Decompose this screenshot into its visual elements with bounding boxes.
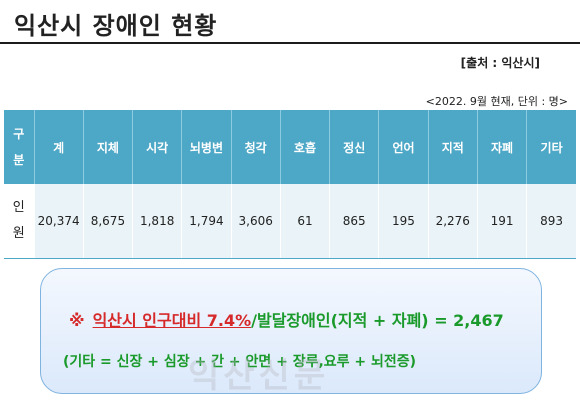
- column-header-total: 계: [34, 110, 84, 184]
- page-title: 익산시 장애인 현황: [14, 12, 218, 40]
- other-category-note: (기타 = 신장 + 심장 + 간 + 안면 + 장루,요루 + 뇌전증): [63, 354, 417, 370]
- table-cell: 1,818: [132, 184, 183, 258]
- column-header-physical: 지체: [83, 110, 134, 184]
- table-cell: 2,276: [428, 184, 478, 258]
- source-label: [출처 : 익산시]: [460, 56, 540, 70]
- column-header-brain-lesion: 뇌병변: [181, 110, 232, 184]
- disability-stats-table: 구분 계 지체 시각 뇌병변 청각 호흡 정신 언어 지적 자폐 기타 인원 2…: [4, 110, 576, 258]
- population-ratio-highlight: 익산시 인구대비 7.4%: [92, 311, 252, 330]
- row-header-count: 인원: [4, 184, 35, 258]
- column-header-intellectual: 지적: [428, 110, 478, 184]
- column-header-autism: 자폐: [477, 110, 528, 184]
- column-header-mental: 정신: [329, 110, 380, 184]
- column-header-visual: 시각: [132, 110, 183, 184]
- table-bottom-rule: [4, 258, 576, 259]
- table-header-row: 구분 계 지체 시각 뇌병변 청각 호흡 정신 언어 지적 자폐 기타: [4, 110, 576, 184]
- title-divider: [0, 42, 580, 44]
- summary-headline: ※ 익산시 인구대비 7.4%/발달장애인(지적 + 자폐) = 2,467: [69, 307, 531, 331]
- table-row: 인원 20,374 8,675 1,818 1,794 3,606 61 865…: [4, 184, 576, 258]
- table-cell: 893: [526, 184, 576, 258]
- developmental-disability-total: /발달장애인(지적 + 자폐) = 2,467: [251, 311, 504, 330]
- as-of-label: <2022. 9월 현재, 단위 : 명>: [425, 95, 568, 108]
- column-header-respiratory: 호흡: [280, 110, 331, 184]
- table-cell: 865: [329, 184, 380, 258]
- watermark: 익산신문: [188, 356, 330, 396]
- table-cell: 3,606: [231, 184, 281, 258]
- table-cell: 20,374: [34, 184, 84, 258]
- table-cell: 8,675: [83, 184, 134, 258]
- column-header-other: 기타: [526, 110, 576, 184]
- table-cell: 1,794: [181, 184, 232, 258]
- reference-mark: ※: [69, 311, 85, 330]
- row-header-category: 구분: [4, 110, 35, 184]
- summary-box: ※ 익산시 인구대비 7.4%/발달장애인(지적 + 자폐) = 2,467 (기…: [40, 268, 542, 394]
- table-cell: 195: [378, 184, 429, 258]
- column-header-speech: 언어: [378, 110, 429, 184]
- column-header-hearing: 청각: [231, 110, 281, 184]
- table-cell: 191: [477, 184, 528, 258]
- table-cell: 61: [280, 184, 331, 258]
